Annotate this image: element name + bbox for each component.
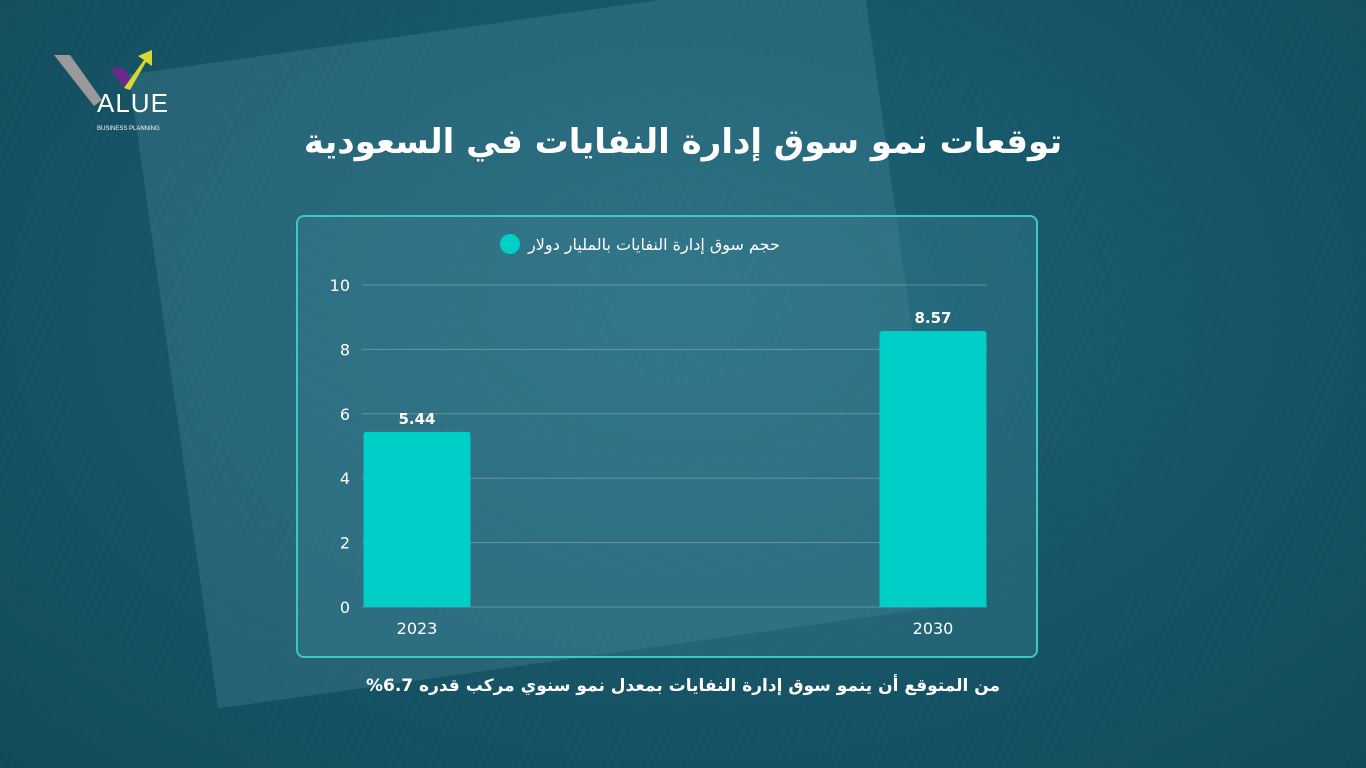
legend-swatch: [500, 234, 520, 254]
x-tick-label: 2030: [913, 619, 954, 638]
bar-2030: [879, 331, 987, 607]
bar-2023: [363, 431, 471, 607]
legend-label: حجم سوق إدارة النفايات بالمليار دولار: [528, 234, 780, 254]
page-title: توقعات نمو سوق إدارة النفايات في السعودي…: [303, 122, 1063, 162]
logo-text: ALUE: [97, 88, 169, 118]
chart-legend: حجم سوق إدارة النفايات بالمليار دولار: [500, 234, 780, 254]
value-logo: ALUE BUSINESS PLANNING: [54, 50, 169, 132]
y-tick-label: 2: [340, 534, 350, 553]
data-label: 5.44: [398, 410, 435, 428]
logo-subtitle: BUSINESS PLANNING: [97, 126, 160, 132]
y-tick-label: 0: [340, 598, 350, 617]
y-tick-label: 10: [330, 276, 350, 295]
y-tick-label: 6: [340, 405, 350, 424]
y-tick-label: 4: [340, 469, 350, 488]
x-tick-label: 2023: [397, 619, 438, 638]
y-tick-label: 8: [340, 340, 350, 359]
footer-note: من المتوقع أن ينمو سوق إدارة النفايات بم…: [365, 676, 1001, 696]
data-label: 8.57: [914, 309, 951, 327]
